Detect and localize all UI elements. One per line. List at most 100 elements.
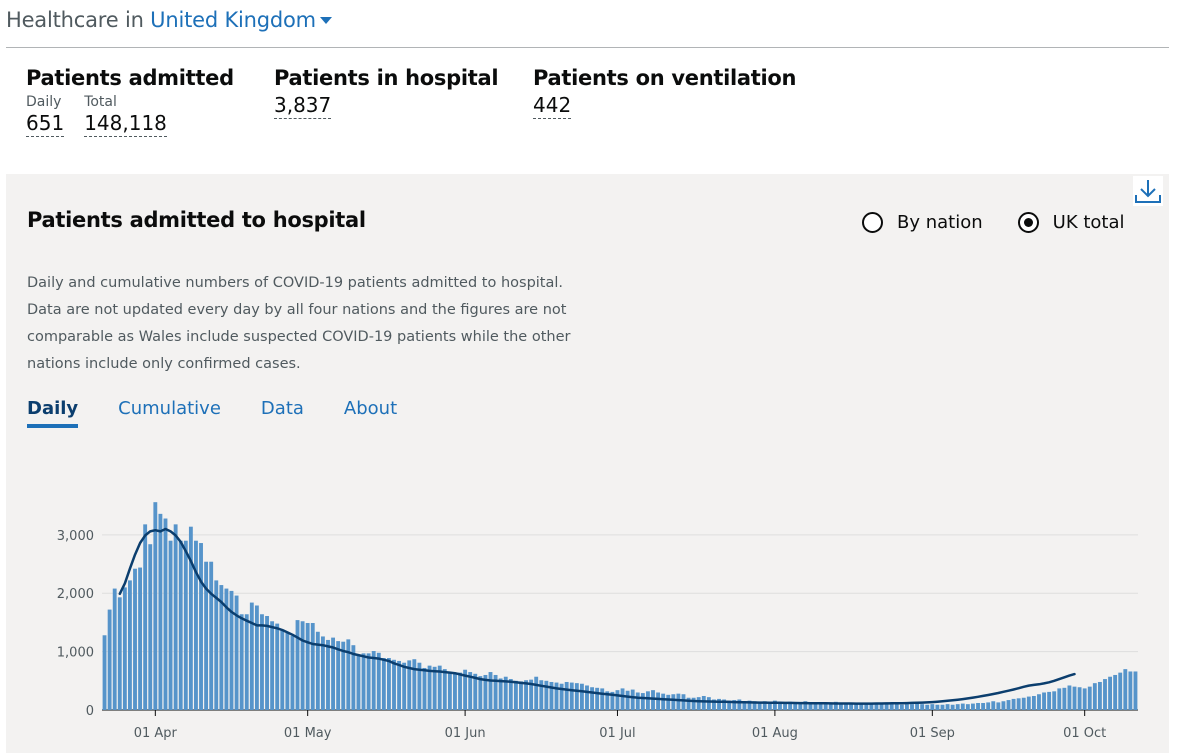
bar-157 — [899, 704, 904, 710]
bar-50 — [356, 655, 361, 710]
bar-15 — [178, 540, 183, 710]
admitted-daily-value[interactable]: 651 — [26, 111, 65, 137]
bar-109 — [656, 692, 661, 710]
bar-73 — [473, 673, 478, 710]
bar-122 — [722, 699, 727, 710]
bar-163 — [930, 704, 935, 710]
bar-93 — [574, 683, 579, 710]
bar-18 — [194, 540, 198, 710]
chart-gridlines — [102, 534, 1138, 711]
bar-70 — [458, 672, 462, 710]
bar-126 — [742, 701, 747, 710]
bar-6 — [133, 568, 137, 710]
bar-193 — [1082, 688, 1087, 710]
bar-54 — [376, 652, 381, 710]
admitted-daily-label: Daily — [26, 94, 62, 110]
bar-68 — [447, 672, 452, 710]
bar-2 — [112, 588, 117, 710]
summary-admitted: Patients admitted Daily 651 Total 148,11… — [26, 66, 234, 137]
bar-99 — [605, 691, 610, 710]
bar-103 — [625, 690, 630, 710]
bar-169 — [960, 703, 965, 710]
header-prefix: Healthcare in — [6, 8, 144, 32]
download-icon[interactable] — [1133, 176, 1163, 206]
tab-cumulative[interactable]: Cumulative — [118, 398, 221, 419]
admitted-total-value[interactable]: 148,118 — [84, 111, 167, 137]
bar-87 — [544, 680, 549, 710]
bar-30 — [254, 605, 259, 710]
bar-16 — [183, 540, 188, 710]
bar-47 — [341, 641, 346, 710]
bar-192 — [1077, 687, 1082, 710]
bar-189 — [1062, 687, 1067, 710]
bar-98 — [600, 688, 605, 710]
bar-71 — [463, 669, 468, 710]
location-selector[interactable]: United Kingdom — [150, 8, 332, 32]
bar-74 — [478, 676, 483, 710]
bar-149 — [859, 703, 864, 710]
bar-67 — [442, 669, 447, 710]
bar-142 — [823, 702, 828, 710]
chart-axes: 0 1,000 2,000 3,000 01 Apr 01 May 01 Jun 01 Jul… — [57, 529, 1106, 741]
bar-119 — [706, 697, 711, 710]
bar-116 — [691, 697, 696, 710]
bar-112 — [671, 694, 676, 710]
bar-28 — [244, 614, 249, 710]
bar-65 — [432, 666, 437, 710]
bar-106 — [640, 693, 645, 710]
bar-82 — [519, 681, 523, 710]
bar-92 — [569, 682, 574, 710]
bar-48 — [346, 639, 351, 710]
bar-121 — [717, 698, 721, 710]
x-tick-label: 01 Aug — [752, 726, 798, 741]
bar-51 — [361, 653, 366, 710]
bar-129 — [757, 701, 762, 710]
bar-58 — [397, 660, 402, 710]
bar-34 — [275, 623, 280, 710]
bar-33 — [270, 621, 275, 710]
bar-150 — [864, 702, 869, 710]
tab-data[interactable]: Data — [260, 398, 304, 419]
ventilation-value[interactable]: 442 — [533, 93, 572, 119]
x-tick-label: 01 Sep — [910, 726, 955, 741]
bar-44 — [326, 639, 330, 710]
bar-173 — [981, 702, 986, 710]
x-tick-label: 01 Apr — [134, 726, 178, 741]
caret-down-icon — [319, 17, 332, 24]
bar-108 — [651, 690, 655, 710]
bar-97 — [595, 687, 600, 710]
radio-uk-total[interactable]: UK total — [1017, 212, 1125, 233]
bar-181 — [1021, 697, 1026, 710]
bar-37 — [290, 635, 295, 710]
bar-60 — [407, 660, 412, 710]
bar-86 — [539, 680, 544, 710]
bar-20 — [204, 561, 209, 710]
bar-161 — [920, 704, 925, 710]
bar-83 — [524, 680, 528, 710]
bar-115 — [686, 697, 691, 710]
bar-118 — [701, 695, 706, 710]
bar-29 — [249, 602, 254, 710]
bar-80 — [508, 679, 513, 710]
bar-179 — [1011, 698, 1016, 710]
view-radio-group: By nation UK total — [862, 212, 1160, 233]
bar-171 — [971, 703, 975, 710]
bar-117 — [696, 697, 701, 710]
summary-in-hospital: Patients in hospital 3,837 — [274, 66, 499, 119]
in-hospital-value[interactable]: 3,837 — [274, 93, 332, 119]
bar-57 — [392, 659, 396, 710]
page-header: Healthcare in United Kingdom — [6, 8, 332, 32]
bar-12 — [163, 518, 168, 710]
tab-about[interactable]: About — [343, 398, 398, 419]
summary-in-hospital-title: Patients in hospital — [274, 66, 499, 90]
bar-56 — [387, 658, 391, 710]
bar-183 — [1031, 695, 1036, 710]
radio-by-nation[interactable]: By nation — [862, 212, 983, 233]
bar-178 — [1006, 700, 1011, 710]
bar-91 — [564, 681, 569, 710]
tab-daily[interactable]: Daily — [27, 398, 79, 428]
bar-78 — [498, 678, 503, 710]
bar-63 — [422, 667, 427, 710]
bar-166 — [945, 704, 950, 710]
bar-89 — [554, 682, 559, 710]
